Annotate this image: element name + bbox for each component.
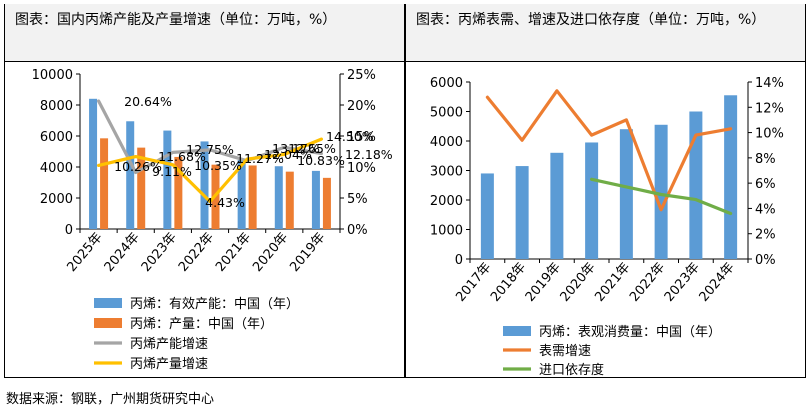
data-label: 9.11% <box>152 164 192 179</box>
left-tick-label: 6000 <box>40 130 73 145</box>
bar <box>654 124 668 260</box>
bar <box>274 166 283 229</box>
data-label: 11.27% <box>236 151 284 166</box>
left-tick-label: 0 <box>455 253 463 268</box>
legend-entry: 丙烯：表观消费量：中国（年） <box>539 325 721 340</box>
legend-swatch <box>94 298 122 308</box>
left-tick-label: 1000 <box>430 224 463 239</box>
right-tick-label: 0% <box>755 253 776 268</box>
series-line <box>97 137 323 204</box>
legend-swatch <box>94 318 122 328</box>
series-line <box>590 177 733 216</box>
left-tick-label: 0 <box>65 223 73 238</box>
right-tick-label: 25% <box>347 68 376 83</box>
right-tick-label: 15% <box>347 130 376 145</box>
left-tick-label: 2000 <box>40 192 73 207</box>
x-tick-label: 2021年 <box>213 230 254 275</box>
x-tick-label: 2024年 <box>697 260 738 305</box>
right-tick-label: 10% <box>755 127 784 142</box>
x-tick-label: 2022年 <box>627 260 668 305</box>
data-label: 10.83% <box>297 153 345 168</box>
bar <box>515 166 529 259</box>
bar <box>285 171 294 229</box>
right-chart-title: 图表：丙烯表需、增速及进口依存度（单位：万吨，%） <box>406 4 805 62</box>
right-tick-label: 4% <box>755 202 776 217</box>
left-tick-label: 10000 <box>32 68 73 83</box>
bar <box>163 130 172 229</box>
data-label: 10.26% <box>114 159 162 174</box>
legend-entry: 丙烯产量增速 <box>130 357 208 372</box>
legend-entry: 丙烯产能增速 <box>130 337 208 352</box>
legend-entry: 表需增速 <box>539 344 591 359</box>
bar <box>480 173 494 259</box>
x-tick-label: 2022年 <box>176 230 217 275</box>
data-label: 12.65% <box>288 141 336 156</box>
bar <box>550 152 564 259</box>
right-tick-label: 10% <box>347 161 376 176</box>
x-tick-label: 2023年 <box>662 260 703 305</box>
x-tick-label: 2019年 <box>523 260 564 305</box>
data-label: 10.35% <box>194 158 242 173</box>
x-tick-label: 2023年 <box>139 230 180 275</box>
bar <box>619 129 633 259</box>
x-tick-label: 2024年 <box>102 230 143 275</box>
right-tick-label: 2% <box>755 228 776 243</box>
data-label: 4.43% <box>205 195 245 210</box>
left-chart: 0 2000 4000 6000 8000 10000 0% 5% 10% 15% 20% 25% 20… <box>32 68 393 372</box>
legend-entry: 丙烯：有效产能：中国（年） <box>130 297 299 312</box>
bar <box>311 170 320 229</box>
left-tick-label: 3000 <box>430 165 463 180</box>
left-tick-label: 5000 <box>430 106 463 121</box>
x-tick-label: 2020年 <box>250 230 291 275</box>
right-tick-label: 6% <box>755 177 776 192</box>
right-tick-label: 8% <box>755 152 776 167</box>
bar <box>200 141 209 229</box>
left-tick-label: 8000 <box>40 99 73 114</box>
bar <box>237 160 246 229</box>
data-label: 20.64% <box>124 94 172 109</box>
right-tick-label: 12% <box>755 101 784 116</box>
bar <box>100 138 109 229</box>
bar <box>248 165 257 229</box>
series-line <box>485 89 733 212</box>
x-tick-label: 2018年 <box>488 260 529 305</box>
data-label: 14.50% <box>326 129 374 144</box>
x-tick-label: 2021年 <box>592 260 633 305</box>
data-label: 11.68% <box>158 149 206 164</box>
bar <box>126 121 135 229</box>
bar <box>585 142 599 259</box>
bar <box>724 95 738 260</box>
bar <box>89 98 98 229</box>
left-chart-title: 图表：国内丙烯产能及产量增速（单位：万吨，%） <box>5 4 404 62</box>
right-tick-label: 14% <box>755 76 784 91</box>
data-label: 12.04% <box>264 147 312 162</box>
left-tick-label: 4000 <box>40 161 73 176</box>
data-label: 12.75% <box>186 142 234 157</box>
legend-entry: 进口依存度 <box>539 362 604 378</box>
source-note: 数据来源：钢联，广州期货研究中心 <box>6 392 215 407</box>
x-tick-label: 2020年 <box>558 260 599 305</box>
data-label: 12.18% <box>345 147 393 162</box>
left-tick-label: 4000 <box>430 135 463 150</box>
right-tick-label: 20% <box>347 99 376 114</box>
bar <box>689 111 703 259</box>
right-tick-label: 0% <box>347 223 368 238</box>
x-tick-label: 2019年 <box>287 230 328 275</box>
left-tick-label: 6000 <box>430 76 463 91</box>
bar <box>137 147 146 229</box>
right-chart: 0 1000 2000 3000 4000 5000 6000 0% 2% 4% 6% 8% 10% 12… <box>430 76 784 378</box>
series-line <box>97 99 323 175</box>
legend-swatch <box>503 326 531 336</box>
bar <box>174 156 183 229</box>
legend-entry: 丙烯：产量：中国（年） <box>130 317 273 332</box>
data-label: 13.17% <box>272 141 320 156</box>
left-tick-label: 2000 <box>430 194 463 209</box>
bar <box>322 177 331 229</box>
right-tick-label: 5% <box>347 192 368 207</box>
